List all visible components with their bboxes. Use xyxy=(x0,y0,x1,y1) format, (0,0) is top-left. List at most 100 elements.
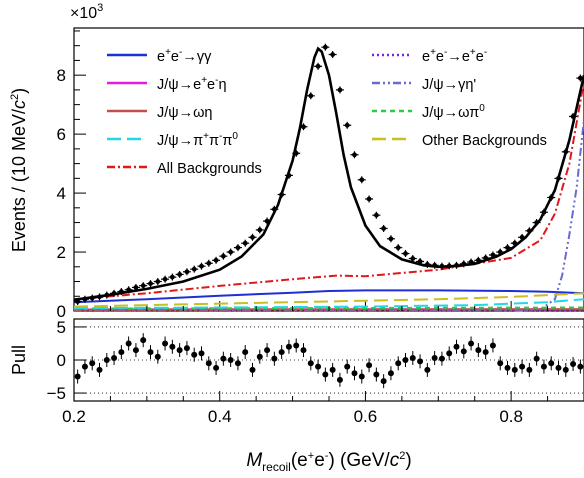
pull-point xyxy=(475,347,481,353)
pull-point xyxy=(541,364,547,370)
pull-point xyxy=(526,367,532,373)
pull-point xyxy=(483,349,489,355)
data-point xyxy=(410,256,415,261)
legend-label-j: J/ψ→ωη xyxy=(157,105,213,121)
data-point xyxy=(272,207,277,212)
pull-point xyxy=(322,372,328,378)
pull-point xyxy=(169,344,175,350)
pull-point xyxy=(432,355,438,361)
y-tick-label: 6 xyxy=(57,125,66,144)
main-y-axis-title: Events / (10 MeV/c2) xyxy=(9,88,29,252)
y-multiplier-label: ×103 xyxy=(70,2,103,22)
pull-point xyxy=(97,367,103,373)
data-point xyxy=(498,250,503,255)
pull-point xyxy=(184,345,190,351)
data-point xyxy=(308,93,313,98)
data-point xyxy=(512,241,517,246)
pull-point xyxy=(439,356,445,362)
data-point xyxy=(505,245,510,250)
data-point xyxy=(352,152,357,157)
data-point xyxy=(316,64,321,69)
pull-point xyxy=(344,364,350,370)
data-point xyxy=(243,241,248,246)
pull-point xyxy=(563,367,569,373)
data-point xyxy=(454,263,459,268)
data-point xyxy=(90,296,95,301)
pull-point xyxy=(570,361,576,367)
data-point xyxy=(345,123,350,128)
pull-y-axis-ticks: −505 xyxy=(47,318,86,403)
pull-point xyxy=(577,364,583,370)
x-tick-label: 0.6 xyxy=(354,407,378,426)
data-point xyxy=(323,45,328,50)
data-point xyxy=(447,263,452,268)
main-plot-frame xyxy=(74,28,584,311)
data-point xyxy=(432,263,437,268)
data-point xyxy=(338,88,343,93)
pull-point xyxy=(250,367,256,373)
series-all-backgrounds xyxy=(74,81,584,299)
pull-y-axis-title: Pull xyxy=(9,345,29,375)
data-point xyxy=(221,254,226,259)
data-point xyxy=(549,195,554,200)
legend-label-other-backgrounds: Other Backgrounds xyxy=(422,133,547,149)
data-point xyxy=(440,264,445,269)
legend-label-j: J/ψ→ωπ0 xyxy=(422,103,485,121)
pull-point xyxy=(126,340,132,346)
pull-y-tick-label: 0 xyxy=(57,351,66,370)
data-point xyxy=(97,294,102,299)
pull-point xyxy=(381,378,387,384)
pull-point xyxy=(352,370,358,376)
pull-point xyxy=(133,347,139,353)
data-point xyxy=(192,267,197,272)
pull-point xyxy=(446,350,452,356)
data-point xyxy=(542,210,547,215)
pull-data-points xyxy=(75,333,584,388)
x-axis-title: Mrecoil(e+e-) (GeV/c2) xyxy=(246,450,411,474)
pull-point xyxy=(315,364,321,370)
data-point xyxy=(214,258,219,263)
legend-label-j: J/ψ→π+π-π0 xyxy=(157,131,238,149)
data-point xyxy=(119,289,124,294)
pull-point xyxy=(534,356,540,362)
data-point xyxy=(491,253,496,258)
data-point xyxy=(461,261,466,266)
pull-point xyxy=(111,355,117,361)
data-point xyxy=(206,261,211,266)
pull-point xyxy=(75,374,81,380)
pull-point xyxy=(220,356,226,362)
data-point xyxy=(389,236,394,241)
pull-x-axis-ticks: 0.2 0.4 0.6 0.8 xyxy=(62,306,547,426)
data-point xyxy=(104,293,109,298)
pull-point xyxy=(505,365,511,371)
pull-point xyxy=(148,349,154,355)
data-point xyxy=(403,251,408,256)
legend-label-e-e: e+e-→γγ xyxy=(157,47,212,65)
data-point xyxy=(469,260,474,265)
data-point xyxy=(236,245,241,250)
data-point xyxy=(374,213,379,218)
pull-point xyxy=(497,360,503,366)
legend-label-e-e-e-e: e+e-→e+e- xyxy=(422,47,487,65)
pull-point xyxy=(155,354,161,360)
legend-label-all-backgrounds: All Backgrounds xyxy=(157,161,262,177)
data-point xyxy=(185,269,190,274)
pull-point xyxy=(359,374,365,380)
data-point xyxy=(83,297,88,302)
legend-label-j-e-e: J/ψ→e+e-η xyxy=(157,75,227,93)
data-point xyxy=(571,114,576,119)
pull-point xyxy=(242,349,248,355)
pull-point xyxy=(301,347,307,353)
data-point xyxy=(520,235,525,240)
pull-point xyxy=(337,377,343,383)
pull-point xyxy=(213,365,219,371)
data-point xyxy=(250,235,255,240)
pull-point xyxy=(410,355,416,361)
data-point xyxy=(75,299,80,304)
pull-y-tick-label: −5 xyxy=(47,384,66,403)
data-point xyxy=(148,281,153,286)
pull-point xyxy=(235,360,241,366)
x-tick-label: 0.2 xyxy=(62,407,86,426)
pull-point xyxy=(199,350,205,356)
